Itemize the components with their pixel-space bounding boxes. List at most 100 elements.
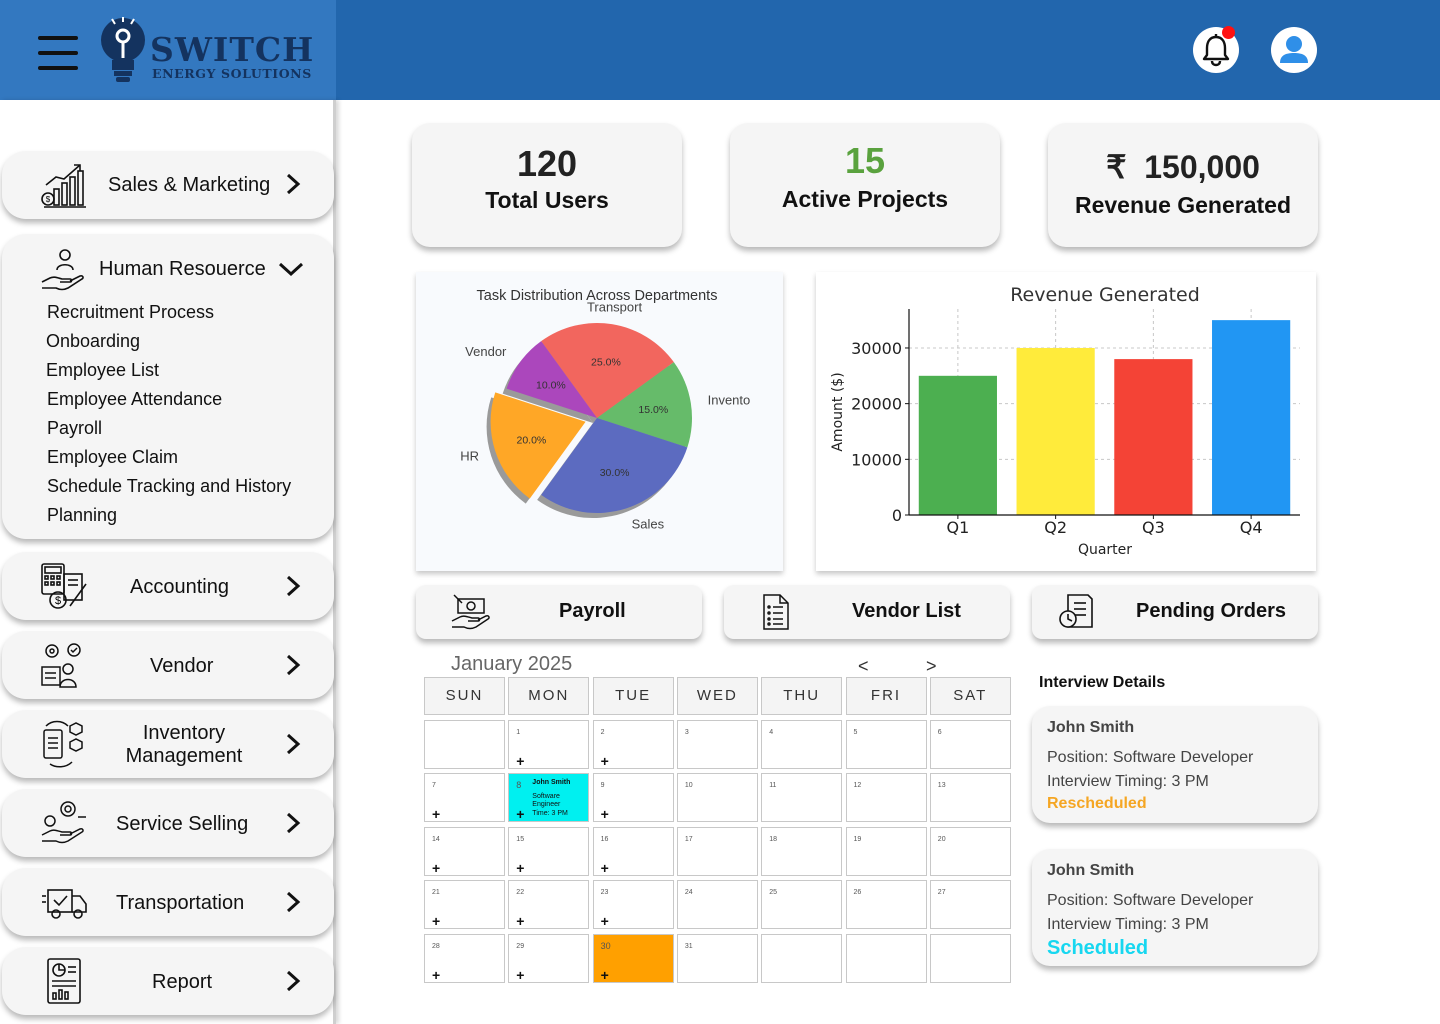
bar-q4[interactable] bbox=[1212, 320, 1291, 515]
subitem-onboarding[interactable]: Onboarding bbox=[46, 331, 141, 351]
subitem-employee-claim[interactable]: Employee Claim bbox=[47, 447, 179, 467]
bar-q3[interactable] bbox=[1114, 359, 1193, 515]
calendar-day-28[interactable]: 28 + bbox=[424, 934, 505, 983]
add-event-button[interactable]: + bbox=[600, 860, 609, 876]
chevron-down-icon[interactable] bbox=[278, 258, 304, 280]
pie-slice-sales[interactable] bbox=[541, 418, 688, 513]
calendar-day-2[interactable]: 2 + bbox=[592, 720, 674, 769]
add-event-button[interactable]: + bbox=[600, 967, 609, 983]
subitem-payroll[interactable]: Payroll bbox=[47, 418, 103, 438]
menu-icon[interactable] bbox=[38, 36, 78, 70]
calendar-day-31[interactable]: 31 bbox=[676, 934, 758, 983]
add-event-button[interactable]: + bbox=[516, 753, 525, 769]
add-event-button[interactable]: + bbox=[432, 806, 441, 822]
calendar-day-20[interactable]: 20 bbox=[929, 827, 1011, 876]
calendar-day-24[interactable]: 24 bbox=[676, 880, 758, 929]
pie-slice-label: HR bbox=[460, 448, 479, 463]
sidebar-item-accounting[interactable]: $ Accounting bbox=[2, 552, 334, 620]
calendar-day-16[interactable]: 16 + bbox=[592, 827, 674, 876]
calendar-day-4[interactable]: 4 bbox=[761, 720, 843, 769]
calendar-day-19[interactable]: 19 bbox=[845, 827, 927, 876]
sidebar-item-service-selling[interactable]: Service Selling bbox=[2, 789, 334, 857]
calendar-prev-button[interactable]: < bbox=[858, 656, 869, 676]
sidebar-item-human-resource[interactable]: Human Resouerce bbox=[2, 234, 334, 539]
sidebar-item-report[interactable]: Report bbox=[2, 947, 334, 1015]
bar-q2[interactable] bbox=[1016, 347, 1095, 515]
label-line-2: Management bbox=[125, 745, 243, 767]
sidebar-item-inventory-management[interactable]: Inventory Management bbox=[2, 710, 334, 778]
pie-slice-hr[interactable] bbox=[490, 392, 586, 499]
calendar-day-3[interactable]: 3 bbox=[676, 720, 758, 769]
chevron-right-icon[interactable] bbox=[282, 812, 304, 834]
calendar-day-6[interactable]: 6 bbox=[929, 720, 1011, 769]
calendar-day-30[interactable]: 30 + bbox=[592, 934, 674, 983]
day-number: 20 bbox=[937, 836, 946, 843]
action-label: Vendor List bbox=[852, 600, 961, 622]
add-event-button[interactable]: + bbox=[600, 753, 609, 769]
chevron-right-icon[interactable] bbox=[282, 733, 304, 755]
calendar-day-13[interactable]: 13 bbox=[929, 773, 1011, 822]
calendar-day-25[interactable]: 25 bbox=[761, 880, 843, 929]
calendar-day-22[interactable]: 22 + bbox=[508, 880, 590, 929]
calendar-day-5[interactable]: 5 bbox=[845, 720, 927, 769]
list-icon bbox=[763, 594, 789, 630]
add-event-button[interactable]: + bbox=[432, 860, 441, 876]
event-detail: Time: 3 PM bbox=[532, 809, 568, 817]
calendar-day-1[interactable]: 1 + bbox=[508, 720, 590, 769]
chevron-right-icon[interactable] bbox=[282, 970, 304, 992]
add-event-button[interactable]: + bbox=[516, 860, 525, 876]
calendar-day-17[interactable]: 17 bbox=[676, 827, 758, 876]
chevron-right-icon[interactable] bbox=[282, 654, 304, 676]
chevron-right-icon[interactable] bbox=[282, 173, 304, 195]
payroll-button[interactable]: Payroll bbox=[416, 585, 702, 639]
pending-orders-button[interactable]: Pending Orders bbox=[1032, 585, 1318, 639]
calendar-day-11[interactable]: 11 bbox=[761, 773, 843, 822]
calendar-day-10[interactable]: 10 bbox=[676, 773, 758, 822]
subitem-employee-attendance[interactable]: Employee Attendance bbox=[47, 389, 223, 409]
profile-button[interactable] bbox=[1271, 27, 1317, 73]
sidebar-item-sales-marketing[interactable]: $ Sales & Marketing bbox=[2, 151, 334, 219]
calendar-day-12[interactable]: 12 bbox=[845, 773, 927, 822]
sidebar-item-transportation[interactable]: Transportation bbox=[2, 868, 334, 936]
bar-q1[interactable] bbox=[918, 375, 997, 515]
subitem-employee-list[interactable]: Employee List bbox=[46, 360, 160, 380]
subitem-schedule-tracking[interactable]: Schedule Tracking and History bbox=[47, 476, 292, 496]
vendor-list-button[interactable]: Vendor List bbox=[724, 585, 1010, 639]
pie-pct-label: 20.0% bbox=[516, 434, 546, 446]
add-event-button[interactable]: + bbox=[516, 967, 525, 983]
logo[interactable]: SWITCH ENERGY SOLUTIONS bbox=[98, 14, 313, 86]
notifications-button[interactable] bbox=[1193, 26, 1239, 73]
calendar-next-button[interactable]: > bbox=[926, 656, 937, 676]
subitem-planning[interactable]: Planning bbox=[47, 505, 118, 525]
calendar-day-8[interactable]: 8 John Smith Software Engineer Time: 3 PM + bbox=[508, 773, 590, 822]
action-label: Pending Orders bbox=[1136, 600, 1287, 622]
calendar-day-27[interactable]: 27 bbox=[929, 880, 1011, 929]
calendar-day-9[interactable]: 9 + bbox=[592, 773, 674, 822]
add-event-button[interactable]: + bbox=[516, 913, 525, 929]
calendar-day-23[interactable]: 23 + bbox=[592, 880, 674, 929]
pie-slice-vendor[interactable] bbox=[506, 341, 597, 418]
calendar-day-14[interactable]: 14 + bbox=[424, 827, 505, 876]
add-event-button[interactable]: + bbox=[600, 913, 609, 929]
chevron-right-icon[interactable] bbox=[282, 891, 304, 913]
calendar-day-7[interactable]: 7 + bbox=[424, 773, 505, 822]
add-event-button[interactable]: + bbox=[516, 806, 525, 822]
chevron-right-icon[interactable] bbox=[282, 575, 304, 597]
sidebar-item-vendor[interactable]: Vendor bbox=[2, 631, 334, 699]
pie-slice-invento[interactable] bbox=[597, 362, 692, 448]
interview-card[interactable]: John Smith Position: Software Developer … bbox=[1032, 706, 1318, 823]
add-event-button[interactable]: + bbox=[432, 967, 441, 983]
add-event-button[interactable]: + bbox=[432, 913, 441, 929]
day-number: 23 bbox=[600, 889, 609, 896]
svg-text:$: $ bbox=[55, 595, 61, 607]
calendar-day-18[interactable]: 18 bbox=[761, 827, 843, 876]
subitem-recruitment-process[interactable]: Recruitment Process bbox=[47, 302, 215, 322]
calendar-day-26[interactable]: 26 bbox=[845, 880, 927, 929]
calendar-event[interactable]: John Smith Software Engineer Time: 3 PM bbox=[532, 779, 570, 818]
calendar-day-21[interactable]: 21 + bbox=[424, 880, 505, 929]
pie-slice-transport[interactable] bbox=[541, 323, 674, 418]
add-event-button[interactable]: + bbox=[600, 806, 609, 822]
calendar-day-15[interactable]: 15 + bbox=[508, 827, 590, 876]
calendar-day-29[interactable]: 29 + bbox=[508, 934, 590, 983]
interview-card[interactable]: John Smith Position: Software Developer … bbox=[1032, 849, 1318, 966]
